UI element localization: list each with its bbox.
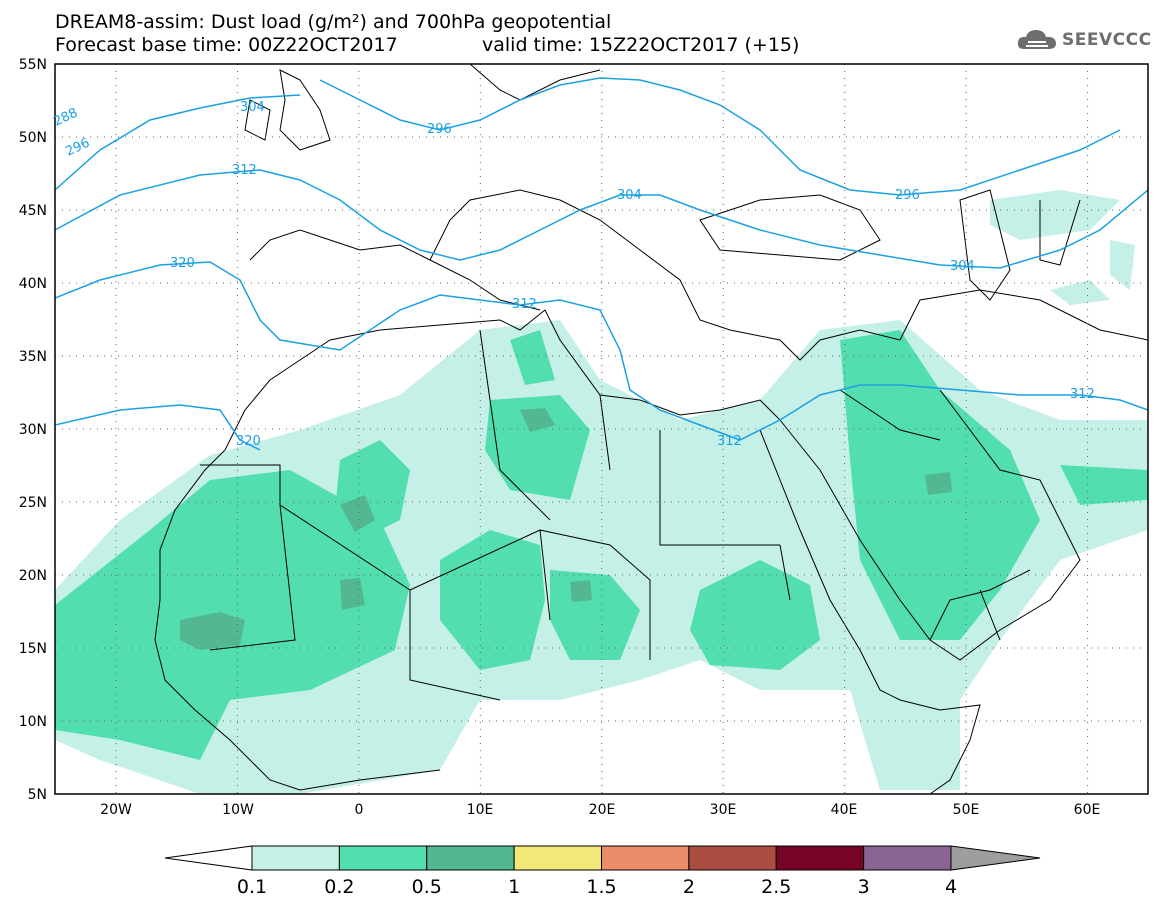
colorbar-tick-label: 4	[945, 876, 957, 898]
lon-label: 30E	[710, 802, 737, 818]
dust-band-0-1	[990, 190, 1120, 240]
colorbar-tick-label: 2	[683, 876, 695, 898]
colorbar-cell	[338, 845, 428, 871]
contour-label: 320	[170, 256, 195, 271]
dust-band-0-5	[340, 495, 375, 532]
lon-label: 40E	[831, 802, 858, 818]
coastline-horn	[899, 699, 981, 794]
colorbar-tick-label: 1.5	[586, 876, 616, 898]
lat-label: 10N	[19, 714, 47, 730]
border-line	[200, 329, 941, 701]
lat-label: 40N	[19, 276, 47, 292]
dust-band-0-5	[520, 408, 555, 432]
lon-label: 0	[355, 802, 364, 818]
colorbar-cell	[863, 845, 952, 871]
lat-label: 5N	[28, 787, 47, 803]
lon-label: 20E	[589, 802, 616, 818]
colorbar-tick-label: 0.2	[324, 876, 354, 898]
geopotential-contour	[55, 261, 1148, 441]
coastline-europe	[249, 189, 901, 361]
dust-band-0-2	[55, 470, 410, 760]
colorbar-tick-label: 3	[858, 876, 870, 898]
logo-text: SEEVCCC	[1062, 30, 1152, 50]
lon-label: 20W	[100, 802, 132, 818]
dust-band-0-1	[1050, 240, 1135, 305]
map-frame	[54, 63, 1149, 795]
forecast-base-time: Forecast base time: 00Z22OCT2017	[55, 34, 398, 56]
dust-band-0-2	[440, 530, 545, 670]
lat-label: 50N	[19, 130, 47, 146]
contour-label: 320	[236, 434, 261, 449]
lat-label: 20N	[19, 568, 47, 584]
coastline-uk	[244, 69, 331, 151]
colorbar-tick-label: 1	[508, 876, 520, 898]
dust-band-0-5	[180, 612, 245, 650]
colorbar-cell	[688, 845, 777, 871]
coastline-north-africa	[299, 309, 781, 421]
lon-label: 10E	[467, 802, 494, 818]
coastline-red-sea	[759, 389, 1081, 701]
dust-band-0-5	[340, 578, 365, 610]
contour-label: 304	[950, 259, 975, 274]
seevccc-logo: SEEVCCC	[1016, 27, 1152, 53]
colorbar-cell	[426, 845, 515, 871]
contour-label: 312	[232, 163, 257, 178]
colorbar-tick-label: 2.5	[761, 876, 791, 898]
lon-label: 60E	[1074, 802, 1101, 818]
dust-band-0-2	[485, 395, 590, 500]
lon-label: 50E	[953, 802, 980, 818]
contour-label: 312	[1070, 387, 1095, 402]
colorbar-tick-label: 0.1	[237, 876, 267, 898]
lat-label: 30N	[19, 422, 47, 438]
lat-label: 45N	[19, 203, 47, 219]
contour-label: 296	[895, 188, 920, 203]
geopotential-contour	[319, 77, 1121, 196]
colorbar-low-arrow	[164, 845, 253, 871]
colorbar-tick-label: 0.5	[412, 876, 442, 898]
border-line	[899, 199, 1148, 641]
map-title: DREAM8-assim: Dust load (g/m²) and 700hP…	[55, 11, 612, 33]
geopotential-contour	[55, 94, 301, 191]
colorbar: 0.1 0.2 0.5 1 1.5 2 2.5 3 4	[164, 845, 1041, 898]
coastline-black-sea	[699, 194, 881, 261]
coastline-west-africa	[154, 359, 441, 791]
dust-band-0-5	[570, 580, 592, 602]
lat-label: 15N	[19, 641, 47, 657]
lat-label: 55N	[19, 57, 47, 73]
colorbar-high-arrow	[950, 845, 1041, 871]
contour-label: 296	[63, 136, 92, 160]
dust-band-0-2	[1060, 465, 1148, 505]
colorbar-cell	[775, 845, 865, 871]
lat-label: 35N	[19, 349, 47, 365]
contour-label: 296	[427, 122, 452, 137]
contour-label: 304	[240, 100, 265, 115]
colorbar-cell	[601, 845, 690, 871]
contour-label: 312	[717, 434, 742, 449]
lat-label: 25N	[19, 495, 47, 511]
cloud-icon	[1017, 30, 1056, 49]
geopotential-contour	[55, 404, 261, 451]
dust-band-0-5	[925, 472, 952, 495]
colorbar-cell	[251, 845, 340, 871]
lon-label: 10W	[222, 802, 254, 818]
valid-time: valid time: 15Z22OCT2017 (+15)	[482, 34, 800, 56]
contour-label: 304	[617, 188, 642, 203]
colorbar-cell	[513, 845, 602, 871]
contour-label: 312	[512, 297, 537, 312]
dust-band-0-2	[510, 330, 555, 385]
